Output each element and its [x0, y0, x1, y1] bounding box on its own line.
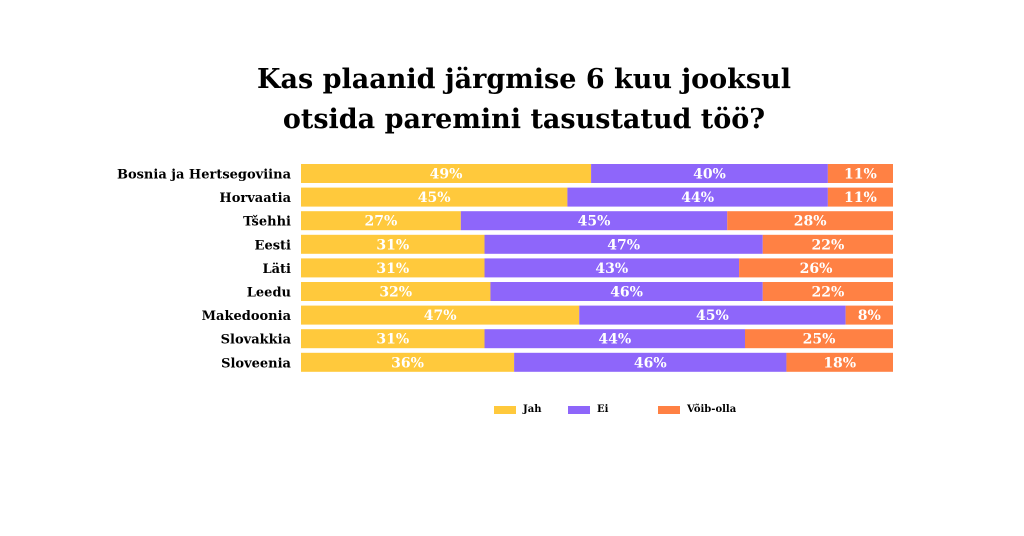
data-label-voib_olla-slovakkia: 25%: [803, 332, 836, 348]
bar-segment-jah-sloveenia: [301, 352, 515, 372]
data-label-voib_olla-sloveenia: 18%: [823, 355, 856, 371]
bar-segment-ei-bosnia-ja-hertsegoviina: [591, 164, 828, 183]
data-label-ei-sloveenia: 46%: [634, 355, 667, 371]
data-label-jah-slovakkia: 31%: [376, 332, 409, 348]
data-label-jah-makedoonia: 47%: [424, 308, 457, 324]
chart-title: Kas plaanid järgmise 6 kuu jooksul otsid…: [0, 60, 1024, 140]
bar-segment-jah-leedu: [301, 282, 491, 301]
bar-segment-voib_olla-tsehhi: [727, 211, 893, 231]
bar-segment-ei-slovakkia: [484, 329, 745, 349]
bar-segment-ei-horvaatia: [567, 187, 828, 207]
legend-item-jah: Jah: [494, 404, 541, 415]
data-label-jah-horvaatia: 45%: [418, 190, 451, 206]
bar-segment-jah-slovakkia: [301, 329, 485, 349]
data-label-ei-leedu: 46%: [610, 285, 643, 301]
bar-segment-voib_olla-eesti: [762, 234, 893, 254]
data-label-jah-leedu: 32%: [379, 285, 412, 301]
bar-segment-jah-horvaatia: [301, 187, 568, 207]
data-label-ei-eesti: 47%: [607, 237, 640, 253]
legend-swatch-voib-olla: [658, 405, 680, 414]
bar-segment-jah-lati: [301, 258, 485, 278]
data-label-voib_olla-lati: 26%: [800, 261, 833, 277]
bar-segment-ei-sloveenia: [514, 352, 787, 372]
legend-label-jah: Jah: [523, 404, 542, 415]
data-label-voib_olla-horvaatia: 11%: [844, 190, 877, 206]
bar-segment-voib_olla-horvaatia: [827, 187, 893, 207]
legend-swatch-jah: [494, 405, 516, 414]
bar-segment-voib_olla-lati: [739, 258, 893, 278]
data-label-ei-slovakkia: 44%: [598, 332, 631, 348]
data-label-voib_olla-bosnia-ja-hertsegoviina: 11%: [844, 167, 877, 183]
bar-segment-ei-makedoonia: [579, 305, 846, 325]
bar-segment-ei-tsehhi: [460, 211, 728, 231]
bar-segment-voib_olla-sloveenia: [786, 352, 893, 372]
bar-segment-jah-bosnia-ja-hertsegoviina: [301, 164, 592, 183]
bar-segment-ei-leedu: [490, 282, 763, 301]
legend-swatch-ei: [568, 405, 590, 414]
category-label-tsehhi: Tšehhi: [243, 215, 291, 230]
category-label-lati: Läti: [262, 262, 291, 277]
bar-segment-voib_olla-leedu: [762, 282, 893, 301]
category-label-bosnia-ja-hertsegoviina: Bosnia ja Hertsegoviina: [117, 168, 292, 183]
data-label-voib_olla-tsehhi: 28%: [794, 214, 827, 230]
bar-segment-ei-lati: [484, 258, 740, 278]
bar-segment-voib_olla-slovakkia: [745, 329, 893, 349]
bar-segment-jah-tsehhi: [301, 211, 461, 231]
data-label-ei-lati: 43%: [595, 261, 628, 277]
legend-label-ei: Ei: [597, 404, 609, 415]
category-label-horvaatia: Horvaatia: [219, 191, 291, 206]
data-label-ei-horvaatia: 44%: [681, 190, 714, 206]
legend-item-ei: Ei: [568, 404, 608, 415]
legend-item-voib-olla: Võib-olla: [658, 404, 736, 415]
legend-label-voib-olla: Võib-olla: [687, 404, 737, 415]
data-label-ei-bosnia-ja-hertsegoviina: 40%: [693, 167, 726, 183]
bar-segment-jah-eesti: [301, 234, 485, 254]
data-label-voib_olla-eesti: 22%: [811, 237, 844, 253]
category-label-slovakkia: Slovakkia: [221, 333, 292, 348]
data-label-ei-makedoonia: 45%: [696, 308, 729, 324]
title-line-1: Kas plaanid järgmise 6 kuu jooksul: [257, 64, 791, 95]
category-label-eesti: Eesti: [255, 238, 292, 253]
data-label-jah-bosnia-ja-hertsegoviina: 49%: [430, 167, 463, 183]
data-label-jah-tsehhi: 27%: [365, 214, 398, 230]
bar-segment-voib_olla-makedoonia: [845, 305, 893, 325]
data-label-jah-lati: 31%: [376, 261, 409, 277]
bar-segment-voib_olla-bosnia-ja-hertsegoviina: [827, 164, 893, 183]
category-label-leedu: Leedu: [247, 286, 291, 301]
category-label-sloveenia: Sloveenia: [221, 356, 291, 371]
data-label-jah-eesti: 31%: [376, 237, 409, 253]
title-line-2: otsida paremini tasustatud töö?: [282, 104, 766, 135]
data-label-ei-tsehhi: 45%: [578, 214, 611, 230]
data-label-voib_olla-leedu: 22%: [811, 285, 844, 301]
category-label-makedoonia: Makedoonia: [202, 309, 292, 324]
data-label-voib_olla-makedoonia: 8%: [858, 308, 881, 324]
bar-segment-ei-eesti: [484, 234, 763, 254]
bar-segment-jah-makedoonia: [301, 305, 580, 325]
data-label-jah-sloveenia: 36%: [391, 355, 424, 371]
